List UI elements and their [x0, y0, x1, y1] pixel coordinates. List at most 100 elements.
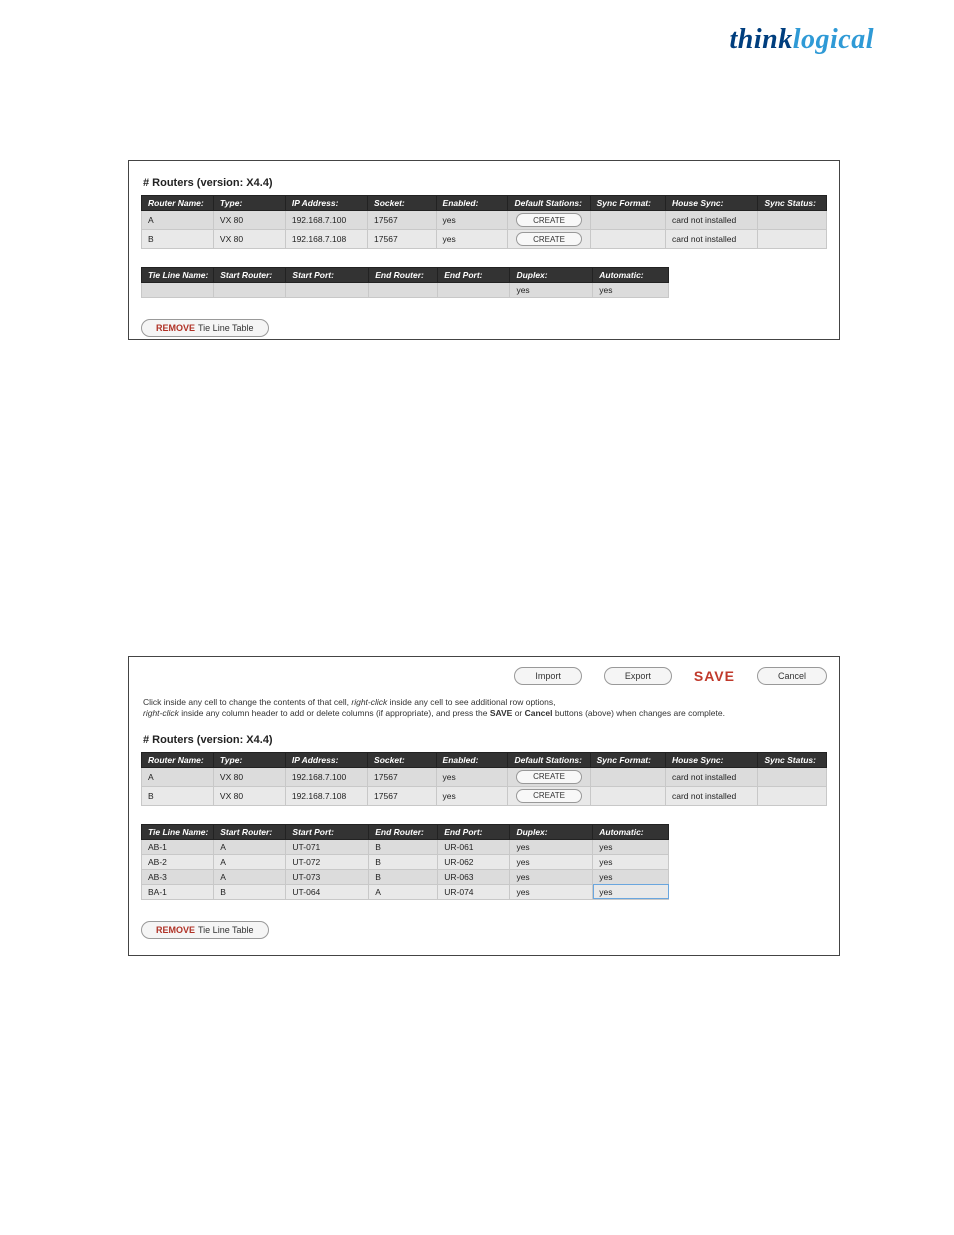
column-header[interactable]: Start Router: [214, 268, 286, 283]
table-cell[interactable]: B [214, 884, 286, 899]
table-cell[interactable]: 192.168.7.108 [285, 786, 367, 805]
table-cell[interactable]: CREATE [508, 211, 590, 230]
table-cell[interactable]: yes [436, 230, 508, 249]
column-header[interactable]: Sync Format: [590, 196, 665, 211]
column-header[interactable]: Sync Format: [590, 752, 665, 767]
table-cell[interactable] [286, 283, 369, 298]
column-header[interactable]: Default Stations: [508, 196, 590, 211]
table-cell[interactable]: B [369, 839, 438, 854]
create-button[interactable]: CREATE [516, 770, 582, 784]
table-cell[interactable]: yes [510, 283, 593, 298]
column-header[interactable]: End Router: [369, 268, 438, 283]
table-cell[interactable] [590, 767, 665, 786]
table-cell[interactable]: yes [436, 767, 508, 786]
table-cell[interactable]: yes [436, 211, 508, 230]
table-cell[interactable] [758, 767, 827, 786]
table-cell[interactable]: CREATE [508, 767, 590, 786]
column-header[interactable]: Sync Status: [758, 196, 827, 211]
table-cell[interactable]: VX 80 [213, 211, 285, 230]
column-header[interactable]: Router Name: [142, 196, 214, 211]
column-header[interactable]: Type: [213, 752, 285, 767]
column-header[interactable]: Automatic: [593, 268, 669, 283]
table-cell[interactable] [214, 283, 286, 298]
table-cell[interactable]: UT-064 [286, 884, 369, 899]
table-cell[interactable]: CREATE [508, 230, 590, 249]
remove-tieline-button[interactable]: REMOVE Tie Line Table [141, 319, 269, 337]
table-cell[interactable] [590, 230, 665, 249]
table-cell[interactable]: B [142, 230, 214, 249]
table-cell[interactable]: BA-1 [142, 884, 214, 899]
table-cell[interactable]: A [142, 211, 214, 230]
table-cell[interactable]: yes [593, 869, 669, 884]
column-header[interactable]: House Sync: [665, 196, 757, 211]
table-cell[interactable]: B [369, 869, 438, 884]
create-button[interactable]: CREATE [516, 789, 582, 803]
cancel-button[interactable]: Cancel [757, 667, 827, 685]
table-cell[interactable]: CREATE [508, 786, 590, 805]
table-cell[interactable]: yes [593, 884, 669, 899]
column-header[interactable]: Duplex: [510, 824, 593, 839]
table-cell[interactable] [438, 283, 510, 298]
table-cell[interactable]: A [369, 884, 438, 899]
table-cell[interactable] [758, 211, 827, 230]
column-header[interactable]: Socket: [368, 752, 437, 767]
table-cell[interactable]: 17567 [368, 786, 437, 805]
table-cell[interactable]: A [142, 767, 214, 786]
column-header[interactable]: Tie Line Name: [142, 824, 214, 839]
table-cell[interactable]: UT-071 [286, 839, 369, 854]
create-button[interactable]: CREATE [516, 232, 582, 246]
column-header[interactable]: House Sync: [665, 752, 757, 767]
table-cell[interactable]: card not installed [665, 786, 757, 805]
table-cell[interactable]: AB-2 [142, 854, 214, 869]
column-header[interactable]: Start Port: [286, 824, 369, 839]
column-header[interactable]: End Port: [438, 268, 510, 283]
column-header[interactable]: IP Address: [285, 196, 367, 211]
column-header[interactable]: Default Stations: [508, 752, 590, 767]
table-cell[interactable]: 192.168.7.108 [285, 230, 367, 249]
column-header[interactable]: Socket: [368, 196, 437, 211]
table-cell[interactable] [369, 283, 438, 298]
table-cell[interactable]: A [214, 869, 286, 884]
table-cell[interactable]: UT-072 [286, 854, 369, 869]
column-header[interactable]: End Port: [438, 824, 510, 839]
table-cell[interactable]: UR-061 [438, 839, 510, 854]
table-cell[interactable] [758, 230, 827, 249]
table-cell[interactable]: card not installed [665, 211, 757, 230]
table-cell[interactable] [590, 211, 665, 230]
table-cell[interactable]: yes [510, 869, 593, 884]
table-cell[interactable]: VX 80 [213, 786, 285, 805]
table-cell[interactable]: AB-1 [142, 839, 214, 854]
table-cell[interactable]: card not installed [665, 767, 757, 786]
column-header[interactable]: Enabled: [436, 196, 508, 211]
import-button[interactable]: Import [514, 667, 582, 685]
table-cell[interactable]: VX 80 [213, 767, 285, 786]
table-cell[interactable]: A [214, 854, 286, 869]
table-cell[interactable] [758, 786, 827, 805]
column-header[interactable]: Type: [213, 196, 285, 211]
table-cell[interactable]: 17567 [368, 211, 437, 230]
table-cell[interactable]: UR-074 [438, 884, 510, 899]
column-header[interactable]: Start Port: [286, 268, 369, 283]
table-cell[interactable]: yes [510, 854, 593, 869]
column-header[interactable]: Router Name: [142, 752, 214, 767]
table-cell[interactable]: UR-062 [438, 854, 510, 869]
table-cell[interactable]: 17567 [368, 230, 437, 249]
create-button[interactable]: CREATE [516, 213, 582, 227]
table-cell[interactable]: 17567 [368, 767, 437, 786]
column-header[interactable]: Automatic: [593, 824, 669, 839]
table-cell[interactable]: yes [510, 884, 593, 899]
table-cell[interactable]: card not installed [665, 230, 757, 249]
table-cell[interactable]: AB-3 [142, 869, 214, 884]
column-header[interactable]: Start Router: [214, 824, 286, 839]
table-cell[interactable]: yes [593, 854, 669, 869]
save-button[interactable]: SAVE [694, 668, 735, 684]
table-cell[interactable]: 192.168.7.100 [285, 767, 367, 786]
table-cell[interactable]: yes [436, 786, 508, 805]
table-cell[interactable]: 192.168.7.100 [285, 211, 367, 230]
column-header[interactable]: IP Address: [285, 752, 367, 767]
table-cell[interactable]: UT-073 [286, 869, 369, 884]
remove-tieline-button[interactable]: REMOVE Tie Line Table [141, 921, 269, 939]
table-cell[interactable]: A [214, 839, 286, 854]
column-header[interactable]: Duplex: [510, 268, 593, 283]
table-cell[interactable]: B [369, 854, 438, 869]
